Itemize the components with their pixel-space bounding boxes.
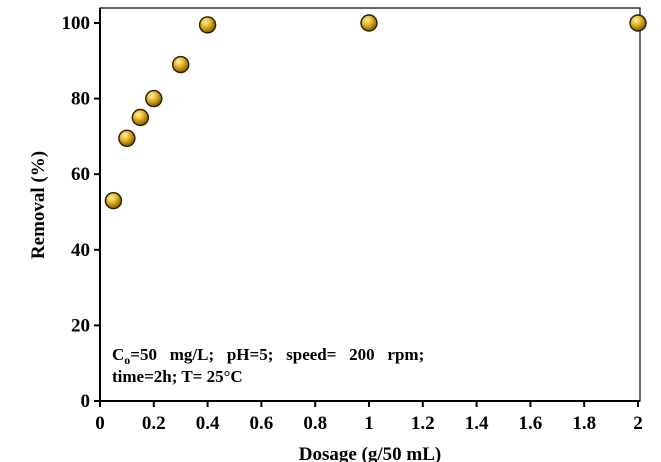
x-tick-label: 0.6 xyxy=(250,413,274,434)
y-tick-label: 60 xyxy=(71,164,90,185)
x-tick-label: 1 xyxy=(364,413,374,434)
data-point xyxy=(119,130,135,146)
x-ticks: 0 0.2 0.4 0.6 0.8 1 1.2 1.4 1.6 1.8 2 xyxy=(95,401,643,434)
y-tick-label: 80 xyxy=(71,89,90,110)
x-tick-label: 0.4 xyxy=(196,413,220,434)
y-tick-label: 40 xyxy=(71,240,90,261)
annotation-c-symbol: C xyxy=(112,345,124,364)
data-point xyxy=(105,193,121,209)
annotation-line-2: time=2h; T= 25°C xyxy=(112,367,243,386)
x-tick-label: 1.6 xyxy=(519,413,543,434)
y-axis-title: Removal (%) xyxy=(28,151,49,259)
y-ticks: 0 20 40 60 80 100 xyxy=(62,13,101,412)
x-tick-label: 2 xyxy=(633,413,643,434)
annotation-conditions: =50 mg/L; pH=5; speed= 200 rpm; xyxy=(130,345,424,364)
x-tick-label: 0.2 xyxy=(142,413,166,434)
annotation-line-1: Co=50 mg/L; pH=5; speed= 200 rpm; xyxy=(112,345,424,367)
data-point xyxy=(173,57,189,73)
y-tick-label: 100 xyxy=(62,13,91,34)
data-point xyxy=(200,17,216,33)
data-point xyxy=(146,91,162,107)
x-tick-label: 0.8 xyxy=(303,413,327,434)
x-tick-label: 0 xyxy=(95,413,105,434)
data-point xyxy=(361,15,377,31)
data-point xyxy=(132,110,148,126)
data-point xyxy=(630,15,646,31)
y-tick-label: 0 xyxy=(81,391,91,412)
x-tick-label: 1.8 xyxy=(572,413,596,434)
x-tick-label: 1.4 xyxy=(465,413,489,434)
x-tick-label: 1.2 xyxy=(411,413,435,434)
y-tick-label: 20 xyxy=(71,315,90,336)
x-axis-title: Dosage (g/50 mL) xyxy=(299,444,441,462)
